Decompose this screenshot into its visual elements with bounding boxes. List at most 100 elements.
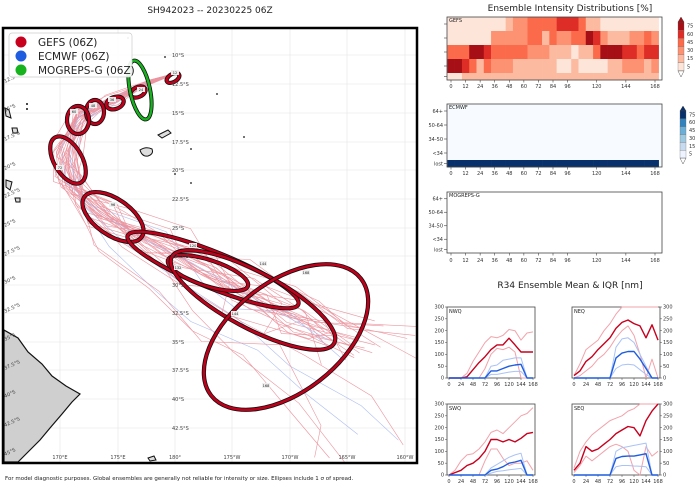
x-tick-label: 144 <box>641 479 651 485</box>
heatmap-cell <box>622 59 630 74</box>
colorbar-segment <box>677 21 685 31</box>
y-tick-label: 64+ <box>432 109 443 115</box>
colorbar-segment <box>679 118 687 127</box>
r34-quadrant-label: SEQ <box>574 406 584 412</box>
heatmap-cell <box>520 45 528 60</box>
ellipse-tag-bg <box>262 383 270 388</box>
map-frame <box>1 26 419 465</box>
heatmap-cell <box>578 160 587 168</box>
y-tick-label: 200 <box>663 425 673 431</box>
heatmap-background <box>447 104 662 167</box>
y-tick-label: 150 <box>434 340 444 346</box>
x-tick-label: 120 <box>629 382 639 388</box>
colorbar-tick-label: 30 <box>687 48 693 54</box>
ellipse-outline <box>168 248 338 352</box>
heatmap-cell <box>447 45 455 60</box>
heatmap-cell <box>527 17 536 32</box>
heatmap-cell <box>512 160 521 168</box>
x-tick-label: 96 <box>564 258 570 264</box>
heatmap-cell <box>447 73 455 81</box>
x-tick-label: 120 <box>504 479 514 485</box>
x-tick-label: 36 <box>492 171 498 177</box>
heatmap-cell <box>636 73 645 81</box>
heatmap-cell <box>542 45 550 60</box>
gefs-ellipses: 12 24 36 48 60 72 96 120 132 144 144 168 168 <box>48 70 371 412</box>
heatmap-cell <box>614 160 623 168</box>
heatmap-cell <box>491 31 499 46</box>
latitude-label: 42.5°S <box>172 426 189 432</box>
ellipse-hour-label: 96 <box>111 203 115 207</box>
x-tick-label: 168 <box>528 382 538 388</box>
x-tick-label: 84 <box>550 258 556 264</box>
r34-quadrant-label: SWQ <box>449 406 461 412</box>
ecmwf-mean-line <box>574 453 658 476</box>
ellipse-hour-tag: 120 <box>189 243 197 248</box>
heatmap-cell <box>505 73 514 81</box>
heatmap-cell <box>512 45 521 60</box>
heatmap-cell <box>491 160 499 168</box>
heatmap-cell <box>622 160 630 168</box>
x-tick-label: 120 <box>592 258 602 264</box>
r34-axes-frame <box>571 403 661 476</box>
heatmap-model-label: MOGREPS-G <box>449 193 480 199</box>
heatmap-cell <box>651 45 659 60</box>
heatmap-cell <box>571 59 579 74</box>
colorbar-min-arrow <box>679 157 687 165</box>
ellipse-hour-tag: 168 <box>302 270 310 275</box>
heatmap-cell <box>461 160 470 168</box>
colorbar-tick-label: 75 <box>689 112 695 118</box>
heatmap-cell <box>534 73 543 81</box>
ellipse-hour-tag: 168 <box>262 383 270 388</box>
x-tick-label: 96 <box>494 479 500 485</box>
latitude-label-left: 30°S <box>3 275 16 286</box>
heatmap-cell <box>571 31 579 46</box>
gefs-mean-line <box>573 403 659 471</box>
y-tick-label: 250 <box>663 414 673 420</box>
heatmap-cell <box>578 45 587 60</box>
r34-title: R34 Ensemble Mean & IQR [nm] <box>497 281 642 291</box>
x-tick-label: 24 <box>583 479 589 485</box>
heatmap-cell <box>556 17 565 32</box>
heatmap-cell <box>636 17 645 32</box>
ellipse-tag-bg <box>56 165 64 170</box>
y-tick-label: 250 <box>434 414 444 420</box>
x-tick-label: 144 <box>516 382 526 388</box>
ellipse-hour-label: 144 <box>260 262 267 266</box>
x-tick-label: 120 <box>504 382 514 388</box>
latitude-label-left: 17.5°S <box>3 130 21 143</box>
heatmap-cell <box>534 17 543 32</box>
legend-ecmwf-marker <box>15 50 27 62</box>
x-tick-label: 60 <box>521 258 527 264</box>
heatmap-cell <box>556 160 565 168</box>
heatmap-cell <box>512 31 521 46</box>
heatmap-cell <box>483 45 492 60</box>
x-tick-label: 72 <box>482 479 488 485</box>
ellipse-tag-bg <box>171 70 179 75</box>
heatmap-cell <box>505 59 514 74</box>
y-tick-label: 150 <box>663 437 673 443</box>
heatmap-cell <box>483 31 492 46</box>
colorbar-tick-label: 75 <box>687 24 693 30</box>
heatmap-cell <box>585 45 594 60</box>
latitude-label: 15°S <box>172 111 184 117</box>
heatmap-cell <box>454 160 463 168</box>
legend-mogreps-label: MOGREPS-G (06Z) <box>38 65 135 77</box>
latitude-label: 25°S <box>172 226 184 232</box>
ecmwf-mean-line <box>574 350 658 379</box>
latitude-label-left: 40°S <box>3 389 16 400</box>
y-tick-label: lost <box>434 161 443 167</box>
heatmap-cell <box>498 45 506 60</box>
heatmap-cell <box>614 17 623 32</box>
gefs-iqr-upper-line <box>573 306 658 376</box>
x-tick-label: 168 <box>653 479 663 485</box>
track-line <box>74 71 399 441</box>
heatmap-cell <box>534 45 543 60</box>
ecmwf-mean-line <box>449 363 533 379</box>
x-tick-label: 36 <box>492 258 498 264</box>
ellipse-hour-tag: 132 <box>174 265 182 270</box>
x-tick-label: 60 <box>521 171 527 177</box>
x-tick-label: 144 <box>621 84 631 90</box>
latitude-label: 35°S <box>172 340 184 346</box>
